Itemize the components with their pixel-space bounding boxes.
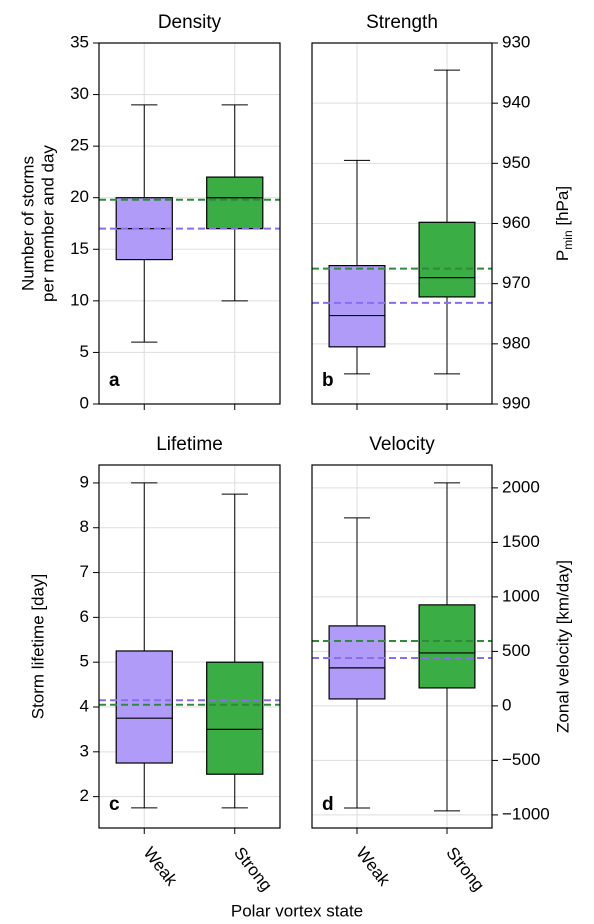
panel-label: c bbox=[109, 794, 120, 815]
x-tick-label: Weak bbox=[352, 844, 394, 890]
plot-frame bbox=[98, 42, 281, 405]
y-axis-label-part: [hPa] bbox=[553, 186, 572, 230]
y-tick-label: 10 bbox=[70, 290, 89, 309]
y-tick-label: 2 bbox=[80, 786, 89, 805]
y-tick-label: 6 bbox=[80, 607, 89, 626]
panel-title: Density bbox=[158, 12, 222, 33]
y-tick-label: 0 bbox=[80, 393, 89, 412]
plot-frame bbox=[311, 42, 493, 405]
plot-frame bbox=[98, 464, 281, 829]
y-tick-label: 500 bbox=[502, 641, 530, 660]
box bbox=[206, 176, 264, 230]
y-tick-label: 990 bbox=[502, 393, 530, 412]
y-tick-label: 960 bbox=[502, 213, 530, 232]
panel-title: Strength bbox=[366, 12, 438, 33]
x-tick-label: Strong bbox=[442, 844, 488, 895]
y-tick-label: 970 bbox=[502, 273, 530, 292]
y-axis-label-part: min bbox=[561, 230, 575, 249]
y-tick-label: 8 bbox=[80, 517, 89, 536]
y-axis-label: per member and day bbox=[38, 145, 57, 302]
y-tick-label: 5 bbox=[80, 342, 89, 361]
panel-label: b bbox=[322, 370, 334, 391]
y-tick-label: −500 bbox=[502, 750, 540, 769]
y-tick-label: 950 bbox=[502, 153, 530, 172]
y-tick-label: 25 bbox=[70, 136, 89, 155]
y-tick-label: 30 bbox=[70, 84, 89, 103]
y-tick-label: 35 bbox=[70, 32, 89, 51]
panel-title: Velocity bbox=[369, 434, 435, 455]
y-tick-label: 940 bbox=[502, 93, 530, 112]
y-tick-label: 3 bbox=[80, 741, 89, 760]
box bbox=[418, 221, 476, 298]
y-tick-label: 930 bbox=[502, 32, 530, 51]
y-tick-label: 2000 bbox=[502, 477, 540, 496]
y-axis-label: Number of storms bbox=[18, 156, 37, 291]
box bbox=[328, 625, 386, 700]
y-tick-label: 0 bbox=[502, 695, 511, 714]
box bbox=[328, 265, 386, 348]
y-tick-label: −1000 bbox=[502, 804, 550, 823]
y-tick-label: 15 bbox=[70, 239, 89, 258]
x-tick-label: Weak bbox=[140, 844, 182, 890]
y-tick-label: 9 bbox=[80, 472, 89, 491]
y-tick-label: 7 bbox=[80, 562, 89, 581]
y-axis-label: Zonal velocity [km/day] bbox=[553, 560, 572, 733]
x-tick-label: Strong bbox=[230, 844, 276, 895]
plot-frame bbox=[311, 464, 493, 829]
y-tick-label: 4 bbox=[80, 696, 89, 715]
y-axis-label-part: P bbox=[553, 250, 572, 261]
box bbox=[206, 661, 264, 775]
y-tick-label: 1000 bbox=[502, 586, 540, 605]
y-axis-label: Pmin [hPa] bbox=[553, 186, 575, 261]
x-axis-label: Polar vortex state bbox=[231, 901, 363, 920]
y-axis-label: Storm lifetime [day] bbox=[28, 574, 47, 720]
panel-title: Lifetime bbox=[156, 434, 223, 455]
box bbox=[115, 650, 173, 764]
box bbox=[418, 604, 476, 689]
panel-label: a bbox=[109, 370, 120, 391]
y-tick-label: 5 bbox=[80, 652, 89, 671]
y-tick-label: 20 bbox=[70, 187, 89, 206]
panel-label: d bbox=[322, 794, 334, 815]
y-tick-label: 980 bbox=[502, 333, 530, 352]
y-tick-label: 1500 bbox=[502, 532, 540, 551]
